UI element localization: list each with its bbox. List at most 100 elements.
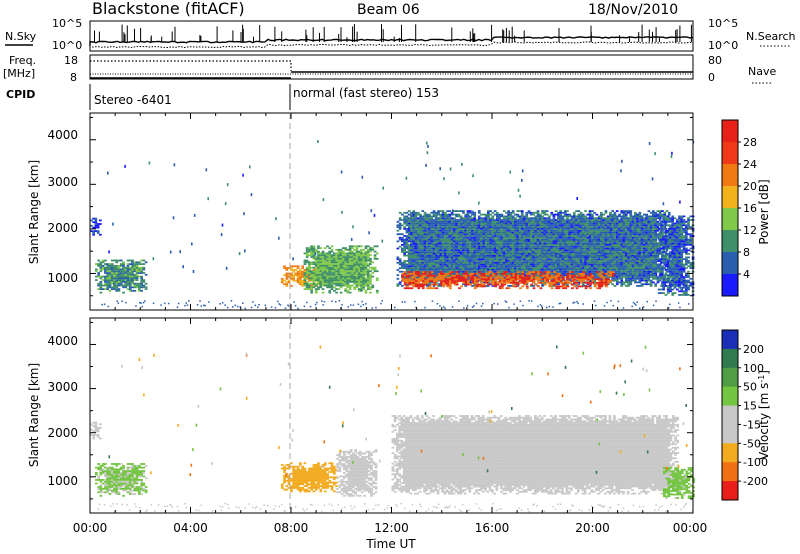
cell xyxy=(559,263,562,266)
cell xyxy=(613,254,617,257)
cell xyxy=(502,254,506,257)
cell xyxy=(600,231,603,234)
cell xyxy=(566,249,569,252)
cell xyxy=(457,269,461,271)
cell xyxy=(615,274,619,277)
cell xyxy=(135,268,139,271)
cell xyxy=(554,261,558,264)
cell xyxy=(597,238,601,241)
cell xyxy=(496,267,499,269)
cell xyxy=(572,238,576,241)
cell xyxy=(142,268,146,271)
cell xyxy=(303,281,307,284)
cell xyxy=(511,261,515,264)
cell xyxy=(444,258,447,261)
cell xyxy=(425,267,429,269)
cell xyxy=(444,265,447,268)
cell xyxy=(355,266,359,269)
cell xyxy=(423,238,427,241)
cell xyxy=(133,275,137,278)
cell xyxy=(333,266,336,269)
cell xyxy=(525,247,529,250)
cell xyxy=(335,261,338,264)
cell xyxy=(371,284,375,287)
cell xyxy=(588,233,592,236)
cell xyxy=(475,229,479,232)
cell xyxy=(416,229,420,232)
cell xyxy=(462,251,465,253)
cell xyxy=(455,242,458,245)
cell xyxy=(473,249,477,252)
cell xyxy=(615,240,619,243)
cell xyxy=(335,291,338,294)
cell xyxy=(520,267,524,269)
cell xyxy=(500,213,504,216)
cell xyxy=(410,219,413,221)
cell xyxy=(319,247,323,249)
cell xyxy=(330,257,334,260)
cell xyxy=(557,229,560,232)
cell xyxy=(360,279,363,281)
cell xyxy=(428,224,431,227)
cell xyxy=(523,260,526,262)
cell xyxy=(312,245,316,248)
cell xyxy=(314,284,318,287)
cell xyxy=(536,215,540,218)
cell xyxy=(119,279,123,281)
cell xyxy=(536,233,540,236)
cell xyxy=(419,263,422,266)
cell xyxy=(572,240,576,243)
nsky-panel xyxy=(89,20,694,52)
cell xyxy=(473,245,477,248)
cell xyxy=(563,235,567,237)
cell xyxy=(360,254,363,257)
cell xyxy=(421,238,425,241)
cell xyxy=(455,265,458,268)
cell xyxy=(457,229,461,232)
cell xyxy=(511,254,515,257)
cell xyxy=(423,236,427,239)
cell xyxy=(441,254,445,257)
cell xyxy=(550,277,553,280)
cell xyxy=(437,269,440,271)
cell xyxy=(448,240,452,243)
cell xyxy=(570,224,574,227)
cell xyxy=(360,277,363,280)
cell xyxy=(423,220,427,223)
cell xyxy=(435,253,438,255)
cell xyxy=(450,228,454,230)
cell xyxy=(128,284,132,287)
cell xyxy=(525,249,529,252)
cell xyxy=(570,240,574,243)
cell xyxy=(591,240,594,243)
cell xyxy=(464,219,468,221)
cell xyxy=(339,256,343,258)
cell xyxy=(357,273,361,276)
cell xyxy=(439,258,443,261)
cell xyxy=(500,247,504,250)
cell xyxy=(437,245,440,248)
cell xyxy=(539,240,542,243)
cell xyxy=(468,251,472,253)
cell xyxy=(99,266,103,269)
cell xyxy=(416,263,420,266)
cell xyxy=(480,263,483,266)
cell xyxy=(502,235,506,237)
cell xyxy=(364,270,368,273)
cell xyxy=(618,272,621,275)
cell xyxy=(414,265,418,268)
cell xyxy=(342,279,345,281)
cell xyxy=(563,231,567,234)
cell xyxy=(423,222,427,225)
cell xyxy=(487,258,490,261)
cell xyxy=(142,281,146,283)
cell xyxy=(444,254,447,257)
cell xyxy=(346,282,350,285)
cell xyxy=(507,219,510,221)
cell xyxy=(548,254,551,257)
cell xyxy=(545,269,549,271)
cell xyxy=(321,279,325,281)
cell xyxy=(412,235,416,237)
cell xyxy=(611,228,614,230)
cell xyxy=(319,254,323,257)
